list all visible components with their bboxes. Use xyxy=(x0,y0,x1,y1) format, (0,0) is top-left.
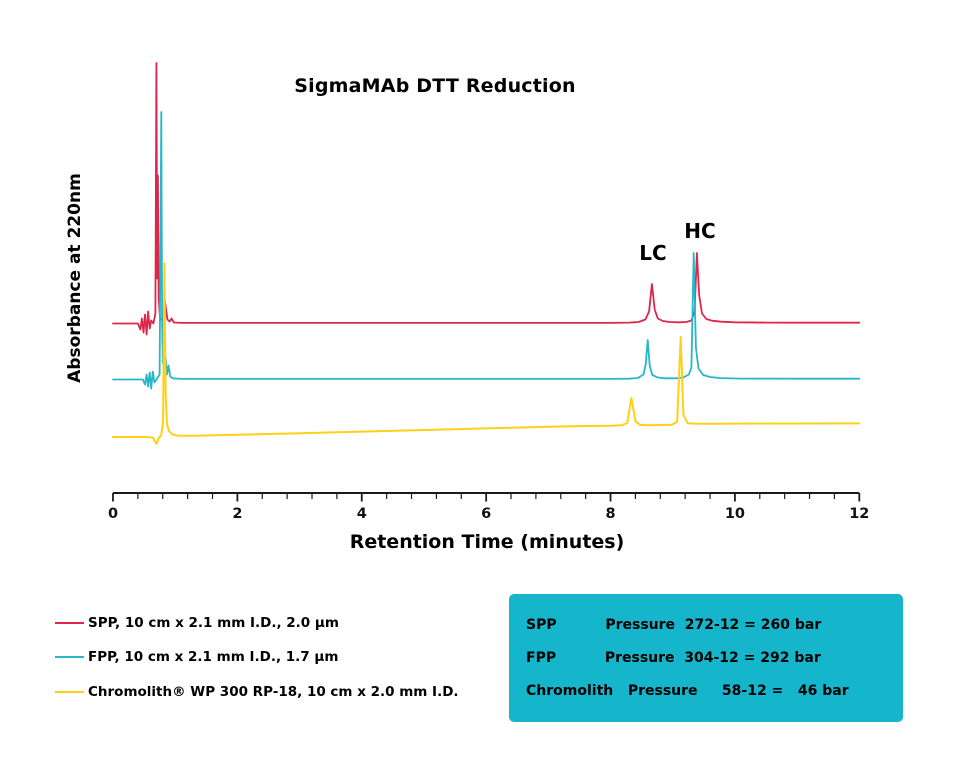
chart-title: SigmaMAb DTT Reduction xyxy=(294,75,576,97)
trace-fpp xyxy=(112,111,861,390)
x-tick-label: 12 xyxy=(849,506,869,522)
pressure-row-chromolith: Chromolith Pressure 58-12 = 46 bar xyxy=(526,683,849,699)
x-tick-label: 6 xyxy=(481,506,491,522)
legend-label-fpp: FPP, 10 cm x 2.1 mm I.D., 1.7 μm xyxy=(88,649,339,665)
legend-label-spp: SPP, 10 cm x 2.1 mm I.D., 2.0 μm xyxy=(88,615,339,631)
trace-spp xyxy=(112,62,861,336)
x-tick-label: 2 xyxy=(232,506,242,522)
pressure-info-box: SPP Pressure 272-12 = 260 bar FPP Pressu… xyxy=(509,594,903,722)
pressure-row-fpp: FPP Pressure 304-12 = 292 bar xyxy=(526,650,821,666)
legend-item-spp: SPP, 10 cm x 2.1 mm I.D., 2.0 μm xyxy=(55,613,339,633)
legend-swatch-chromolith xyxy=(55,690,84,694)
x-tick-label: 10 xyxy=(725,506,745,522)
peak-label-hc: HC xyxy=(684,219,716,243)
legend-item-chromolith: Chromolith® WP 300 RP-18, 10 cm x 2.0 mm… xyxy=(55,682,459,702)
legend-swatch-fpp xyxy=(55,655,84,659)
legend-swatch-spp xyxy=(55,621,84,625)
peak-label-lc: LC xyxy=(639,241,667,265)
x-tick-label: 0 xyxy=(108,506,118,522)
x-tick-label: 8 xyxy=(605,506,615,522)
pressure-row-spp: SPP Pressure 272-12 = 260 bar xyxy=(526,617,822,633)
x-tick-label: 4 xyxy=(357,506,367,522)
legend-item-fpp: FPP, 10 cm x 2.1 mm I.D., 1.7 μm xyxy=(55,647,338,667)
x-axis-label: Retention Time (minutes) xyxy=(349,531,625,553)
trace-chromolith xyxy=(112,262,861,445)
legend-label-chromolith: Chromolith® WP 300 RP-18, 10 cm x 2.0 mm… xyxy=(88,684,459,700)
